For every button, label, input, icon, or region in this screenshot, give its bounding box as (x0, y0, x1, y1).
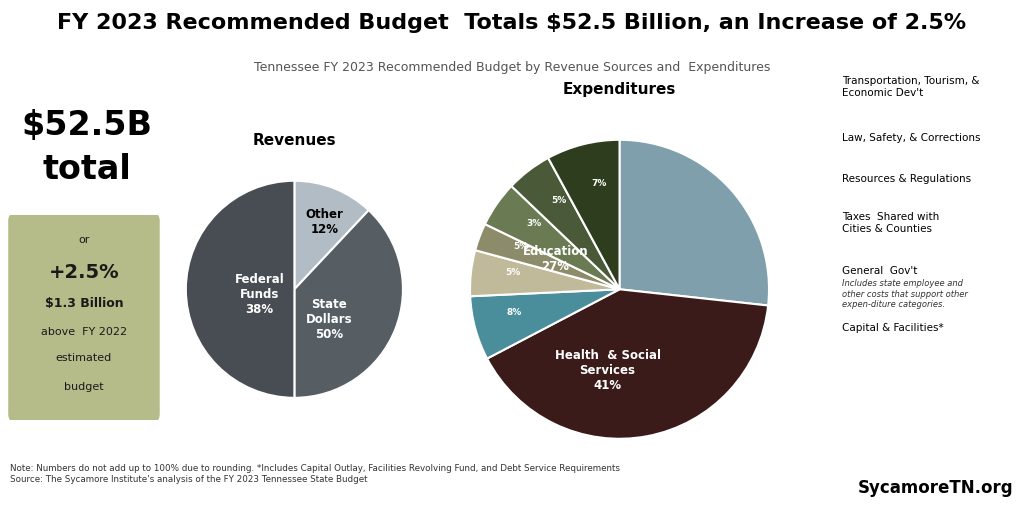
Text: Resources & Regulations: Resources & Regulations (842, 174, 971, 184)
Wedge shape (294, 210, 402, 398)
Text: 3%: 3% (526, 219, 542, 228)
Text: Capital & Facilities*: Capital & Facilities* (842, 323, 943, 333)
Text: Federal
Funds
38%: Federal Funds 38% (234, 273, 285, 316)
Wedge shape (548, 140, 620, 289)
Text: Note: Numbers do not add up to 100% due to rounding. *Includes Capital Outlay, F: Note: Numbers do not add up to 100% due … (10, 464, 621, 484)
Text: 5%: 5% (513, 242, 528, 251)
Text: General  Gov't: General Gov't (842, 266, 918, 276)
Text: +2.5%: +2.5% (49, 263, 119, 282)
Wedge shape (620, 140, 769, 306)
Text: total: total (43, 154, 131, 186)
FancyBboxPatch shape (8, 213, 160, 422)
Text: $52.5B: $52.5B (22, 109, 153, 142)
Text: $1.3 Billion: $1.3 Billion (45, 296, 123, 310)
Text: Tennessee FY 2023 Recommended Budget by Revenue Sources and  Expenditures: Tennessee FY 2023 Recommended Budget by … (254, 61, 770, 74)
Text: 5%: 5% (506, 268, 521, 277)
Wedge shape (475, 224, 620, 289)
Text: budget: budget (65, 382, 103, 392)
Wedge shape (470, 289, 620, 358)
Text: 5%: 5% (551, 196, 566, 205)
Title: Revenues: Revenues (253, 133, 336, 148)
Text: Law, Safety, & Corrections: Law, Safety, & Corrections (842, 133, 980, 143)
Text: Transportation, Tourism, &
Economic Dev't: Transportation, Tourism, & Economic Dev'… (842, 76, 979, 98)
Wedge shape (185, 181, 295, 398)
Text: State
Dollars
50%: State Dollars 50% (306, 298, 352, 341)
Text: Taxes  Shared with
Cities & Counties: Taxes Shared with Cities & Counties (842, 212, 939, 233)
Text: Includes state employee and
other costs that support other
expen­diture categori: Includes state employee and other costs … (842, 280, 968, 309)
Text: Health  & Social
Services
41%: Health & Social Services 41% (555, 349, 660, 392)
Text: or: or (78, 234, 90, 245)
Text: FY 2023 Recommended Budget  Totals $52.5 Billion, an Increase of 2.5%: FY 2023 Recommended Budget Totals $52.5 … (57, 13, 967, 33)
Text: 8%: 8% (507, 308, 522, 317)
Wedge shape (487, 289, 768, 439)
Title: Expenditures: Expenditures (563, 82, 676, 97)
Text: Other
12%: Other 12% (306, 208, 344, 236)
Text: SycamoreTN.org: SycamoreTN.org (858, 479, 1014, 497)
Wedge shape (485, 186, 620, 289)
Wedge shape (470, 250, 620, 296)
Text: 7%: 7% (592, 179, 607, 188)
Wedge shape (294, 181, 369, 289)
Text: Education
27%: Education 27% (522, 245, 588, 273)
Text: estimated: estimated (56, 353, 112, 364)
Text: above  FY 2022: above FY 2022 (41, 327, 127, 337)
Wedge shape (511, 158, 620, 289)
